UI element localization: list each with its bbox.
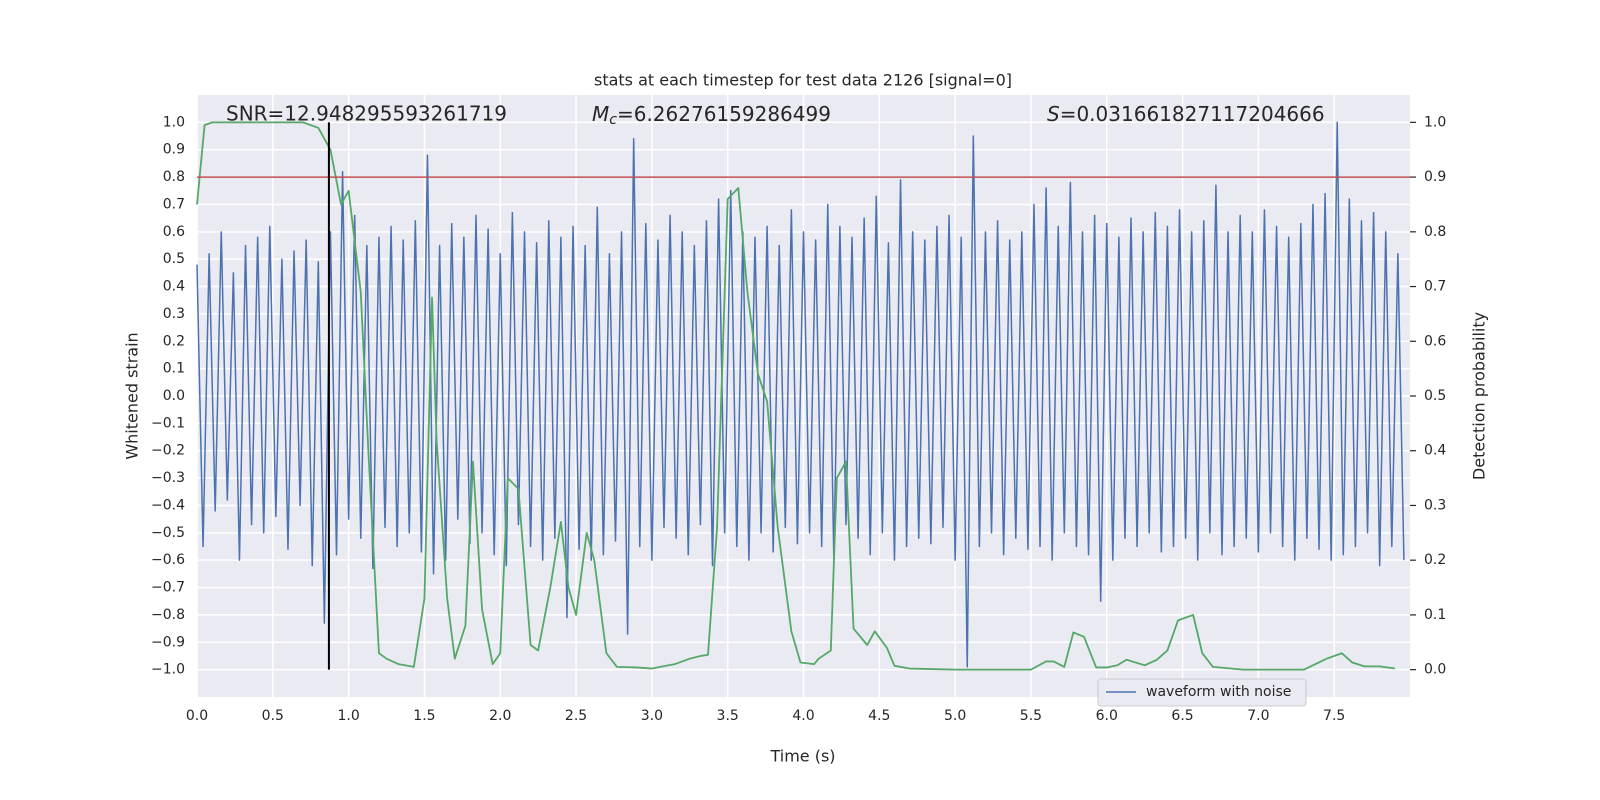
legend-box [1097, 678, 1307, 707]
y-tick-label: 0.7 [163, 196, 185, 212]
y-tick-label: 0.0 [163, 388, 185, 404]
y2-tick-label: 0.7 [1424, 279, 1446, 295]
marks [196, 121, 1405, 671]
x-axis-label: Time (s) [769, 747, 835, 766]
y2-tick-label: 0.4 [1424, 443, 1446, 459]
y-tick-label: 0.9 [163, 142, 185, 158]
x-tick-label: 4.5 [868, 708, 890, 724]
legend: waveform with noise [1097, 678, 1307, 707]
x-tick-label: 3.0 [641, 708, 663, 724]
y-tick-label: −0.9 [151, 634, 185, 650]
annotation-text: =0.031661827117204666 [1060, 102, 1325, 126]
x-tick-label: 5.0 [944, 708, 966, 724]
y-tick-label: 1.0 [163, 114, 185, 130]
legend-label: waveform with noise [1146, 684, 1291, 700]
x-tick-label: 4.0 [792, 708, 814, 724]
x-tick-label: 2.5 [565, 708, 587, 724]
y2-tick-label: 0.9 [1424, 169, 1446, 185]
annotation-symbol: M [592, 102, 609, 126]
y-tick-label: 0.6 [163, 224, 185, 240]
y-tick-label: −0.1 [151, 415, 185, 431]
y2-tick-label: 0.1 [1424, 607, 1446, 623]
series-line [196, 121, 1405, 668]
y-tick-label: 0.8 [163, 169, 185, 185]
y2-tick-label: 0.8 [1424, 224, 1446, 240]
x-tick-label: 7.5 [1323, 708, 1345, 724]
y-tick-label: 0.4 [163, 279, 185, 295]
y-tick-label: −0.3 [151, 470, 185, 486]
y2-tick-label: 1.0 [1424, 114, 1446, 130]
x-tick-label: 5.5 [1020, 708, 1042, 724]
y-tick-label: −0.5 [151, 525, 185, 541]
y-tick-label: −0.4 [151, 497, 185, 513]
y-tick-label: −0.2 [151, 443, 185, 459]
x-tick-label: 6.0 [1096, 708, 1118, 724]
y-tick-label: 0.2 [163, 333, 185, 349]
y2-tick-label: 0.0 [1424, 662, 1446, 678]
annotation: Mc=6.26276159286499 [592, 102, 831, 129]
annotation-text: =6.26276159286499 [617, 102, 831, 126]
y-tick-label: 0.1 [163, 361, 185, 377]
x-tick-label: 3.5 [717, 708, 739, 724]
annotation-symbol: S [1047, 102, 1060, 126]
x-tick-label: 6.5 [1171, 708, 1193, 724]
y-tick-label: −1.0 [151, 662, 185, 678]
x-tick-label: 1.5 [413, 708, 435, 724]
y-tick-label: −0.7 [151, 580, 185, 596]
series-line [196, 121, 1395, 671]
x-tick-label: 2.0 [489, 708, 511, 724]
y-tick-label: −0.6 [151, 552, 185, 568]
annotation: S=0.031661827117204666 [1047, 102, 1325, 126]
y2-tick-label: 0.5 [1424, 388, 1446, 404]
y-tick-label: 0.5 [163, 251, 185, 267]
x-tick-label: 0.0 [186, 708, 208, 724]
y2-tick-label: 0.6 [1424, 333, 1446, 349]
chart-title: stats at each timestep for test data 212… [594, 71, 1012, 90]
x-tick-label: 1.0 [337, 708, 359, 724]
overlay [197, 122, 1410, 670]
y-tick-label: 0.3 [163, 306, 185, 322]
y-tick-label: −0.8 [151, 607, 185, 623]
x-tick-label: 0.5 [262, 708, 284, 724]
y-axis-label: Whitened strain [123, 332, 142, 459]
y2-axis-label: Detection probability [1470, 312, 1489, 480]
y2-tick-label: 0.3 [1424, 497, 1446, 513]
annotation-subscript: c [609, 112, 617, 128]
annotation: SNR=12.948295593261719 [226, 102, 507, 126]
y2-tick-label: 0.2 [1424, 552, 1446, 568]
x-tick-label: 7.0 [1247, 708, 1269, 724]
